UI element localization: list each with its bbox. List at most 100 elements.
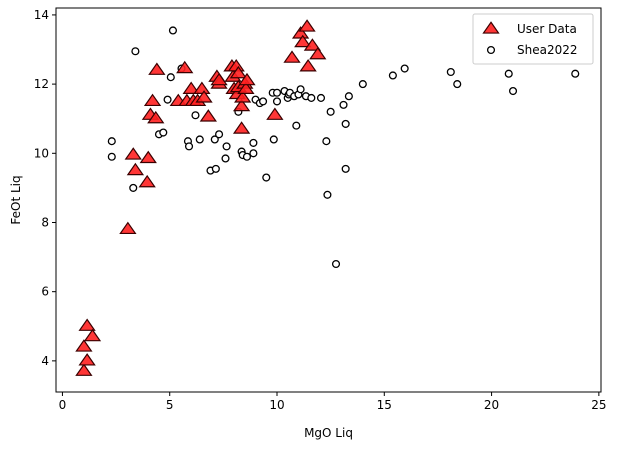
- series-user-data: [75, 19, 327, 376]
- data-point: [193, 81, 211, 94]
- data-point: [211, 164, 220, 173]
- data-point: [210, 135, 219, 144]
- data-point: [148, 62, 166, 75]
- data-point: [269, 135, 278, 144]
- plot-area: [75, 19, 580, 376]
- data-point: [129, 183, 138, 192]
- legend-label: User Data: [517, 22, 577, 36]
- data-point: [272, 88, 282, 97]
- data-point: [184, 142, 194, 151]
- data-point: [75, 339, 93, 352]
- data-point: [107, 137, 116, 146]
- data-point: [195, 90, 213, 103]
- data-point: [237, 81, 255, 94]
- data-point: [292, 121, 301, 130]
- data-point: [143, 93, 162, 107]
- data-point: [272, 97, 282, 106]
- data-point: [298, 19, 316, 32]
- data-point: [75, 363, 93, 376]
- data-point: [182, 81, 200, 94]
- data-point: [166, 73, 175, 82]
- data-point: [307, 93, 316, 102]
- data-point: [303, 38, 322, 51]
- data-point: [344, 92, 353, 101]
- axes-frame: [55, 7, 602, 393]
- y-tick-label: 12: [34, 77, 49, 91]
- data-point: [139, 150, 157, 164]
- series-shea2022: [107, 26, 580, 269]
- data-point: [249, 149, 258, 158]
- data-point: [358, 80, 367, 89]
- data-point: [388, 71, 397, 80]
- data-point: [242, 152, 252, 161]
- x-tick-label: 20: [484, 398, 499, 412]
- data-point: [446, 67, 455, 77]
- data-point: [126, 162, 145, 176]
- data-point: [266, 107, 284, 120]
- data-point: [294, 34, 312, 48]
- data-point: [119, 221, 137, 235]
- data-point: [299, 59, 317, 72]
- legend-entry: Shea2022: [486, 43, 578, 57]
- data-point: [83, 328, 102, 342]
- data-point: [222, 142, 231, 151]
- x-tick-label: 5: [166, 398, 174, 412]
- y-tick-label: 6: [41, 285, 49, 299]
- legend: User Data Shea2022: [472, 13, 594, 65]
- y-tick-label: 14: [34, 8, 49, 22]
- legend-entry: User Data: [482, 21, 577, 36]
- data-point: [504, 69, 513, 78]
- data-point: [176, 60, 194, 74]
- legend-triangle-icon: [482, 21, 500, 34]
- data-point: [221, 154, 230, 163]
- x-tick-label: 25: [591, 398, 606, 412]
- data-point: [159, 128, 168, 137]
- x-tick-label: 10: [269, 398, 284, 412]
- data-point: [168, 26, 177, 35]
- data-point: [238, 72, 256, 86]
- legend-circle-icon: [486, 45, 496, 55]
- y-tick-label: 10: [34, 146, 49, 160]
- data-point: [229, 65, 248, 79]
- data-point: [283, 50, 301, 63]
- data-point: [323, 190, 332, 199]
- axes: 0 5 10 15 20 25 4 6 8 10 12 14: [34, 7, 606, 412]
- data-point: [215, 130, 224, 139]
- data-point: [234, 90, 252, 103]
- data-point: [232, 98, 251, 112]
- data-point: [210, 72, 228, 86]
- data-point: [138, 174, 156, 188]
- y-axis-label: FeOt Liq: [9, 175, 23, 224]
- data-point: [78, 318, 96, 331]
- data-point: [199, 109, 217, 122]
- y-tick-label: 8: [41, 215, 49, 229]
- data-point: [453, 80, 462, 89]
- data-point: [339, 100, 348, 109]
- data-point: [262, 173, 271, 182]
- x-tick-label: 15: [377, 398, 392, 412]
- data-point: [259, 97, 268, 106]
- y-tick-label: 4: [41, 354, 49, 368]
- data-point: [163, 95, 172, 104]
- data-point: [195, 135, 204, 144]
- legend-box: [472, 13, 594, 65]
- data-point: [309, 46, 327, 60]
- data-point: [296, 85, 305, 94]
- data-point: [191, 111, 200, 120]
- data-point: [400, 64, 409, 73]
- data-point: [78, 353, 96, 366]
- data-point: [508, 86, 518, 96]
- data-point: [571, 69, 580, 78]
- data-point: [341, 119, 350, 128]
- data-point: [107, 152, 116, 161]
- x-axis-label: MgO Liq: [304, 426, 353, 440]
- data-point: [326, 107, 335, 116]
- data-point: [232, 121, 251, 134]
- data-point: [131, 47, 140, 56]
- data-point: [147, 110, 165, 124]
- data-point: [322, 137, 331, 146]
- data-point: [331, 259, 341, 269]
- legend-label: Shea2022: [517, 43, 578, 57]
- data-point: [249, 138, 258, 147]
